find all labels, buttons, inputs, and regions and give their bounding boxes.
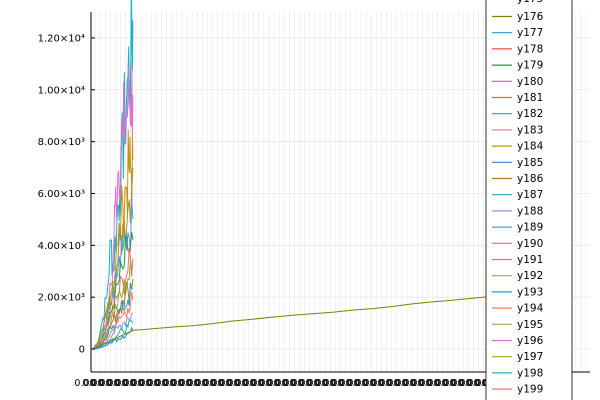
legend-label: y191 — [517, 254, 543, 266]
x-tick-label: 0.00 — [250, 378, 271, 389]
x-tick-label: 0.00 — [130, 378, 151, 389]
x-tick-label: 0.00 — [322, 378, 343, 389]
legend-label: y199 — [517, 384, 543, 396]
x-tick-label: 0.00 — [74, 378, 95, 389]
x-tick-label: 0.00 — [226, 378, 247, 389]
y-tick-label: 2.00×10³ — [38, 293, 85, 304]
x-tick-label: 0.00 — [114, 378, 135, 389]
x-tick-label: 0.00 — [298, 378, 319, 389]
x-tick-label: 0.00 — [338, 378, 359, 389]
y-tick-label: 1.00×10⁴ — [38, 85, 85, 96]
legend-label: y195 — [517, 319, 543, 331]
legend-label: y181 — [517, 92, 543, 104]
legend-label: y193 — [517, 286, 543, 298]
x-tick-label: 0.00 — [442, 378, 463, 389]
x-tick-label: 0.00 — [450, 378, 471, 389]
legend-label: y178 — [517, 43, 543, 55]
series-line-y181 — [92, 167, 134, 350]
x-tick-label: 0.00 — [346, 378, 367, 389]
x-tick-label: 0.00 — [146, 378, 167, 389]
y-tick-label: 8.00×10³ — [38, 137, 85, 148]
x-tick-label: 0.00 — [162, 378, 183, 389]
x-tick-label: 0.00 — [410, 378, 431, 389]
x-tick-label: 0.00 — [90, 378, 111, 389]
x-tick-label: 0.00 — [242, 378, 263, 389]
x-tick-label: 0.00 — [258, 378, 279, 389]
legend-label: y194 — [517, 303, 544, 315]
x-tick-label: 0.00 — [266, 378, 287, 389]
legend-label: y192 — [517, 270, 543, 282]
x-tick-label: 0.00 — [82, 378, 103, 389]
series-group — [92, 0, 573, 350]
legend: y175 y176 y177 y178 y179 y180 y181 y182 y183 y184… — [485, 0, 573, 400]
series-line-y196 — [92, 62, 134, 350]
legend-label: y175 — [517, 0, 543, 5]
y-tick-label: 1.20×10⁴ — [38, 33, 85, 44]
legend-label: y182 — [517, 108, 543, 120]
series-line-y188 — [92, 312, 134, 350]
x-tick-label: 0.00 — [290, 378, 311, 389]
x-tick-label: 0.00 — [402, 378, 423, 389]
x-tick-label: 0.00 — [98, 378, 119, 389]
legend-label: y184 — [517, 141, 544, 153]
x-tick-label: 0.00 — [330, 378, 351, 389]
y-tick-label: 4.00×10³ — [38, 241, 85, 252]
x-tick-label: 0.00 — [122, 378, 143, 389]
x-tick-label: 0.00 — [354, 378, 375, 389]
x-tick-label: 0.00 — [458, 378, 479, 389]
x-tick-label: 0.00 — [418, 378, 439, 389]
legend-label: y187 — [517, 189, 543, 201]
x-tick-label: 0.00 — [394, 378, 415, 389]
legend-label: y196 — [517, 335, 544, 347]
x-tick-label: 0.00 — [362, 378, 383, 389]
x-tick-label: 0.00 — [234, 378, 255, 389]
legend-label: y185 — [517, 157, 543, 169]
x-tick-label: 0.00 — [210, 378, 231, 389]
x-tick-label: 0.00 — [306, 378, 327, 389]
x-tick-label: 0.00 — [194, 378, 215, 389]
legend-label: y183 — [517, 124, 543, 136]
x-tick-label: 0.00 — [218, 378, 239, 389]
y-tick-label: 0 — [79, 345, 85, 356]
x-tick-label: 0.00 — [154, 378, 175, 389]
x-tick-label: 0.00 — [466, 378, 487, 389]
legend-label: y176 — [517, 11, 544, 23]
x-tick-label: 0.00 — [202, 378, 223, 389]
legend-label: y177 — [517, 27, 543, 39]
y-tick-label: 6.00×10³ — [38, 189, 85, 200]
x-tick-label: 0.00 — [106, 378, 127, 389]
x-tick-label: 0.00 — [282, 378, 303, 389]
legend-label: y189 — [517, 222, 543, 234]
legend-label: y198 — [517, 367, 543, 379]
x-tick-label: 0.00 — [474, 378, 495, 389]
legend-label: y188 — [517, 205, 543, 217]
legend-label: y190 — [517, 238, 543, 250]
series-line-y192 — [92, 258, 133, 350]
x-tick-label: 0.00 — [178, 378, 199, 389]
x-tick-label: 0.00 — [426, 378, 447, 389]
series-line-y190 — [92, 248, 134, 350]
legend-label: y186 — [517, 173, 544, 185]
legend-label: y179 — [517, 60, 543, 72]
x-tick-label: 0.00 — [170, 378, 191, 389]
legend-label: y197 — [517, 351, 543, 363]
y-ticks: 0 2.00×10³ 4.00×10³ 6.00×10³ 8.00×10³ 1.00×10… — [38, 33, 95, 356]
series-line-y193 — [92, 326, 134, 350]
series-line-y201 — [92, 0, 134, 350]
x-tick-label: 0.00 — [274, 378, 295, 389]
x-tick-label: 0.00 — [138, 378, 159, 389]
x-tick-label: 0.00 — [386, 378, 407, 389]
x-tick-label: 0.00 — [378, 378, 399, 389]
x-tick-label: 0.00 — [370, 378, 391, 389]
legend-box — [485, 0, 573, 400]
x-tick-label: 0.00 — [186, 378, 207, 389]
x-tick-label: 0.00 — [314, 378, 335, 389]
legend-label: y180 — [517, 76, 543, 88]
x-tick-label: 0.00 — [434, 378, 455, 389]
